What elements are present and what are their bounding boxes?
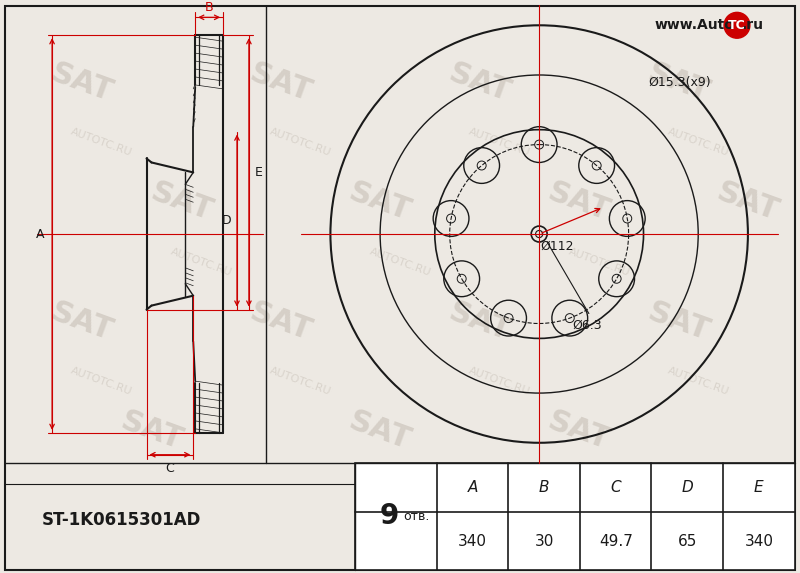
Text: 340: 340 bbox=[458, 533, 487, 549]
Text: TC: TC bbox=[728, 19, 746, 32]
Text: C: C bbox=[166, 462, 174, 475]
Text: AUTOTC.RU: AUTOTC.RU bbox=[566, 246, 631, 277]
Text: SAT: SAT bbox=[445, 58, 514, 108]
Text: www.Auto: www.Auto bbox=[654, 18, 734, 32]
Text: E: E bbox=[255, 166, 262, 179]
Text: SAT: SAT bbox=[246, 58, 316, 108]
Text: SAT: SAT bbox=[445, 297, 514, 346]
Text: SAT: SAT bbox=[47, 58, 117, 108]
Text: B: B bbox=[205, 1, 214, 14]
Bar bbox=[355, 462, 794, 570]
Text: D: D bbox=[222, 214, 232, 227]
Text: SAT: SAT bbox=[643, 297, 714, 346]
Text: AUTOTC.RU: AUTOTC.RU bbox=[70, 127, 134, 158]
Text: AUTOTC.RU: AUTOTC.RU bbox=[169, 246, 234, 277]
Text: A: A bbox=[467, 480, 478, 495]
Text: 65: 65 bbox=[678, 533, 697, 549]
Text: SAT: SAT bbox=[713, 178, 783, 227]
Text: ST-1K0615301AD: ST-1K0615301AD bbox=[42, 511, 202, 529]
Text: SAT: SAT bbox=[146, 178, 216, 227]
Text: SAT: SAT bbox=[643, 58, 714, 108]
Text: отв.: отв. bbox=[403, 510, 430, 523]
Text: AUTOTC.RU: AUTOTC.RU bbox=[467, 127, 531, 158]
Text: SAT: SAT bbox=[47, 297, 117, 346]
Text: SAT: SAT bbox=[345, 178, 415, 227]
Text: Ø112: Ø112 bbox=[540, 240, 574, 253]
Text: SAT: SAT bbox=[117, 406, 186, 456]
Text: AUTOTC.RU: AUTOTC.RU bbox=[269, 366, 333, 397]
Text: 49.7: 49.7 bbox=[598, 533, 633, 549]
Text: AUTOTC.RU: AUTOTC.RU bbox=[467, 366, 531, 397]
Text: B: B bbox=[539, 480, 550, 495]
Text: A: A bbox=[36, 227, 45, 241]
Text: SAT: SAT bbox=[544, 178, 614, 227]
Text: C: C bbox=[610, 480, 621, 495]
Text: Ø6.3: Ø6.3 bbox=[572, 319, 602, 332]
Text: E: E bbox=[754, 480, 764, 495]
Text: SAT: SAT bbox=[544, 406, 614, 456]
Text: AUTOTC.RU: AUTOTC.RU bbox=[269, 127, 333, 158]
Text: AUTOTC.RU: AUTOTC.RU bbox=[70, 366, 134, 397]
Text: AUTOTC.RU: AUTOTC.RU bbox=[666, 127, 730, 158]
Text: 9: 9 bbox=[380, 503, 399, 531]
Text: SAT: SAT bbox=[246, 297, 316, 346]
Text: SAT: SAT bbox=[345, 406, 415, 456]
Text: .ru: .ru bbox=[742, 18, 764, 32]
Text: AUTOTC.RU: AUTOTC.RU bbox=[368, 246, 432, 277]
Text: Ø15.3(x9): Ø15.3(x9) bbox=[649, 76, 711, 89]
Text: 30: 30 bbox=[534, 533, 554, 549]
Text: D: D bbox=[682, 480, 693, 495]
Text: 340: 340 bbox=[744, 533, 774, 549]
Text: AUTOTC.RU: AUTOTC.RU bbox=[666, 366, 730, 397]
Circle shape bbox=[724, 13, 750, 38]
